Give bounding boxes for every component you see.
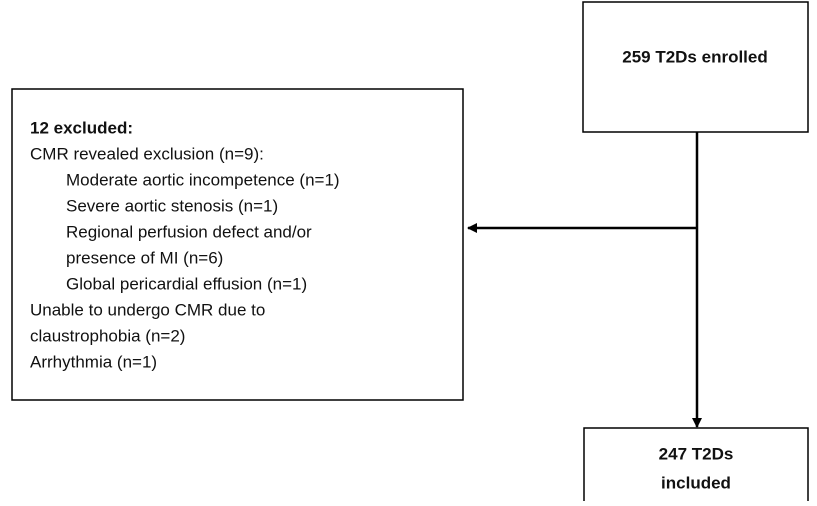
enrolled-box xyxy=(582,1,809,133)
excluded-line: Regional perfusion defect and/or xyxy=(66,222,312,241)
excluded-line: Arrhythmia (n=1) xyxy=(30,352,157,371)
enrolled-label: 259 T2Ds enrolled xyxy=(622,47,768,66)
excluded-line: presence of MI (n=6) xyxy=(66,248,223,267)
excluded-line: claustrophobia (n=2) xyxy=(30,326,185,345)
excluded-line: Moderate aortic incompetence (n=1) xyxy=(66,170,340,189)
excluded-line: Global pericardial effusion (n=1) xyxy=(66,274,307,293)
excluded-line: CMR revealed exclusion (n=9): xyxy=(30,144,264,163)
excluded-title: 12 excluded: xyxy=(30,118,133,137)
included-box xyxy=(583,427,809,506)
included-label: included xyxy=(661,473,731,492)
excluded-line: Unable to undergo CMR due to xyxy=(30,300,265,319)
included-label: 247 T2Ds xyxy=(659,444,734,463)
excluded-line: Severe aortic stenosis (n=1) xyxy=(66,196,278,215)
excluded-box xyxy=(11,88,464,401)
